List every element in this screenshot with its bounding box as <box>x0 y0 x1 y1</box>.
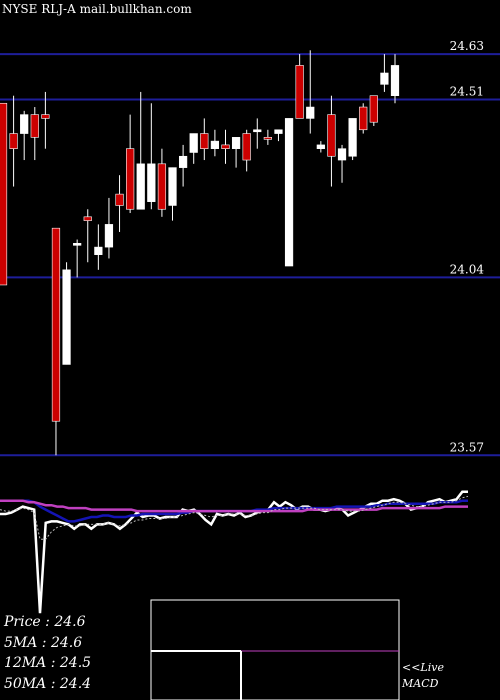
chart-title: NYSE RLJ-A mail.bullkhan.com <box>2 2 192 16</box>
indicator-series-0 <box>0 490 468 614</box>
candle-body-up <box>274 129 283 134</box>
candle-body-up <box>168 167 177 206</box>
candle <box>62 262 71 365</box>
candle <box>348 118 357 161</box>
candle-body-down <box>126 148 135 210</box>
candle <box>327 95 336 187</box>
live-macd-label: <<Live MACD <box>402 660 444 692</box>
candle <box>73 239 82 278</box>
candle-body-up <box>390 65 400 97</box>
macd-label: MACD <box>402 677 439 690</box>
candle <box>30 107 39 161</box>
price-level-lines <box>0 53 500 457</box>
candle <box>253 118 262 149</box>
candle-body-up <box>136 163 145 210</box>
candle <box>316 141 325 153</box>
candle-body-up <box>316 144 325 149</box>
candle-body-up <box>284 118 294 267</box>
candle <box>189 133 198 164</box>
macd-panel <box>150 599 400 700</box>
candle-body-up <box>380 72 389 85</box>
candle <box>51 227 61 456</box>
candle <box>295 54 304 119</box>
candle-body-up <box>348 118 357 157</box>
candle-body-down <box>327 114 336 157</box>
candle-body-up <box>94 246 103 255</box>
candle-body-down <box>51 227 61 422</box>
candle-body-up <box>62 269 71 365</box>
candle-body-up <box>189 133 198 153</box>
candle <box>359 103 368 134</box>
candle <box>369 95 378 126</box>
candle-body-up <box>253 129 262 133</box>
candle-body-up <box>210 140 220 149</box>
candle <box>0 102 8 286</box>
candle-body-down <box>9 133 18 149</box>
price-level-label: 24.04 <box>450 262 485 276</box>
indicator-series-3 <box>0 495 469 540</box>
candle-body-down <box>263 137 272 140</box>
candle-body-down <box>41 114 50 119</box>
price-level-label: 24.51 <box>450 84 484 98</box>
candle-body-up <box>231 137 241 149</box>
candle <box>274 129 283 142</box>
candle-body-up <box>147 163 156 202</box>
candle-body-down <box>157 163 167 210</box>
indicator-series-2 <box>0 499 468 513</box>
candle <box>337 144 347 183</box>
candle <box>210 129 220 157</box>
candle <box>104 197 114 259</box>
candle-body-down <box>242 133 251 161</box>
candle <box>9 95 18 187</box>
candle <box>83 209 92 263</box>
candle-body-up <box>337 148 347 161</box>
candle-body-down <box>359 106 368 131</box>
candle <box>242 129 251 172</box>
live-label: <<Live <box>402 661 444 674</box>
price-level-label: 23.57 <box>450 440 484 454</box>
price-level-label: 24.63 <box>450 39 484 53</box>
candle-body-up <box>306 106 315 119</box>
candle <box>41 91 50 149</box>
candle <box>147 103 156 210</box>
candle-body-down <box>369 95 378 123</box>
stat-12ma: 12MA : 24.5 <box>4 655 92 671</box>
candle <box>168 167 177 221</box>
candle-body-down <box>0 102 8 286</box>
candle <box>115 175 124 232</box>
candle <box>263 129 272 145</box>
candle <box>136 91 145 210</box>
candle-body-up <box>178 155 188 168</box>
price-level-labels: 24.63 24.51 24.04 23.57 <box>450 39 485 454</box>
candle-body-down <box>200 133 209 149</box>
candle-body-down <box>30 114 39 138</box>
candle-body-down <box>115 193 124 206</box>
candle <box>221 129 230 164</box>
candle <box>94 224 103 270</box>
candles <box>0 50 400 456</box>
stat-5ma: 5MA : 24.6 <box>4 635 83 651</box>
candle <box>390 54 400 104</box>
candle-body-down <box>83 216 92 221</box>
candle <box>306 50 315 134</box>
indicator-panel <box>0 490 469 614</box>
candle-body-down <box>221 144 230 149</box>
candle <box>284 118 294 267</box>
stat-price: Price : 24.6 <box>4 614 86 630</box>
candle-body-up <box>73 243 82 246</box>
candle <box>200 118 209 161</box>
candle <box>178 144 188 187</box>
candle <box>231 137 241 168</box>
candle <box>20 110 29 161</box>
candle <box>157 148 167 217</box>
candle-body-up <box>20 114 29 134</box>
candle <box>126 114 135 214</box>
candle <box>380 54 389 92</box>
candle-body-down <box>295 65 304 119</box>
candle-body-up <box>104 224 114 248</box>
stat-50ma: 50MA : 24.4 <box>4 676 92 692</box>
